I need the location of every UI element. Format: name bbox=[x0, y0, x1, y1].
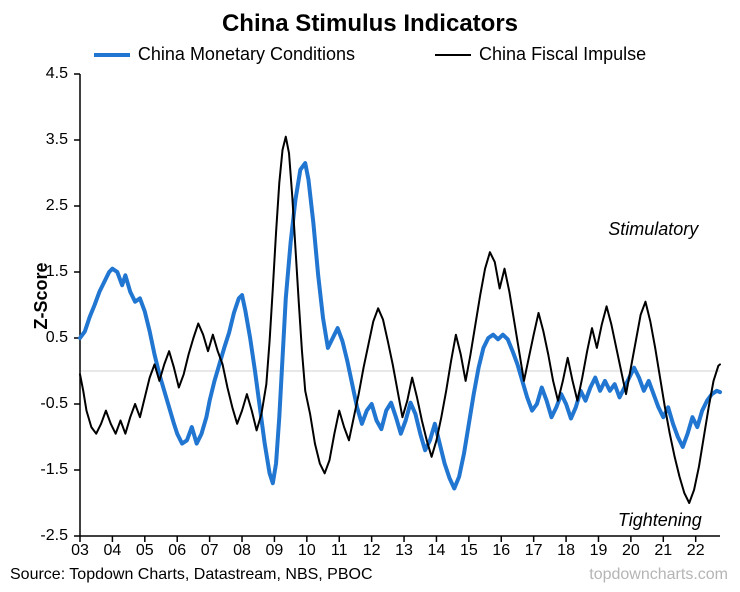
legend-item-fiscal: China Fiscal Impulse bbox=[435, 44, 646, 65]
y-tick-label: 2.5 bbox=[0, 197, 68, 215]
legend-label-monetary: China Monetary Conditions bbox=[138, 44, 355, 65]
y-tick-label: 4.5 bbox=[0, 65, 68, 83]
y-tick-label: 0.5 bbox=[0, 329, 68, 347]
x-tick-label: 16 bbox=[492, 542, 510, 560]
annotation-tightening: Tightening bbox=[618, 510, 702, 531]
legend-swatch-fiscal bbox=[435, 54, 471, 56]
x-tick-label: 18 bbox=[557, 542, 575, 560]
chart-container: { "chart": { "type": "line", "title": "C… bbox=[0, 0, 740, 592]
source-text: Source: Topdown Charts, Datastream, NBS,… bbox=[10, 566, 373, 584]
y-tick-label: 1.5 bbox=[0, 263, 68, 281]
y-tick-label: -1.5 bbox=[0, 461, 68, 479]
y-tick-label: 3.5 bbox=[0, 131, 68, 149]
x-tick-label: 09 bbox=[266, 542, 284, 560]
y-tick-label: -2.5 bbox=[0, 527, 68, 545]
x-tick-label: 17 bbox=[525, 542, 543, 560]
x-tick-label: 13 bbox=[395, 542, 413, 560]
x-tick-label: 11 bbox=[331, 542, 348, 560]
legend-swatch-monetary bbox=[94, 53, 130, 57]
chart-plot bbox=[80, 74, 720, 536]
x-tick-label: 08 bbox=[233, 542, 251, 560]
y-tick-label: -0.5 bbox=[0, 395, 68, 413]
x-tick-label: 10 bbox=[298, 542, 316, 560]
x-tick-label: 15 bbox=[460, 542, 478, 560]
legend-label-fiscal: China Fiscal Impulse bbox=[479, 44, 646, 65]
legend-item-monetary: China Monetary Conditions bbox=[94, 44, 355, 65]
x-tick-label: 22 bbox=[687, 542, 705, 560]
annotation-stimulatory: Stimulatory bbox=[608, 219, 698, 240]
x-tick-label: 04 bbox=[103, 542, 121, 560]
x-tick-label: 06 bbox=[168, 542, 186, 560]
x-tick-label: 12 bbox=[363, 542, 381, 560]
chart-title: China Stimulus Indicators bbox=[0, 10, 740, 38]
x-tick-label: 21 bbox=[654, 542, 672, 560]
x-tick-label: 14 bbox=[428, 542, 446, 560]
watermark: topdowncharts.com bbox=[589, 566, 728, 584]
x-tick-label: 05 bbox=[136, 542, 154, 560]
x-tick-label: 19 bbox=[590, 542, 608, 560]
x-tick-label: 20 bbox=[622, 542, 640, 560]
legend: China Monetary Conditions China Fiscal I… bbox=[0, 44, 740, 65]
x-tick-label: 07 bbox=[201, 542, 219, 560]
x-tick-label: 03 bbox=[71, 542, 89, 560]
